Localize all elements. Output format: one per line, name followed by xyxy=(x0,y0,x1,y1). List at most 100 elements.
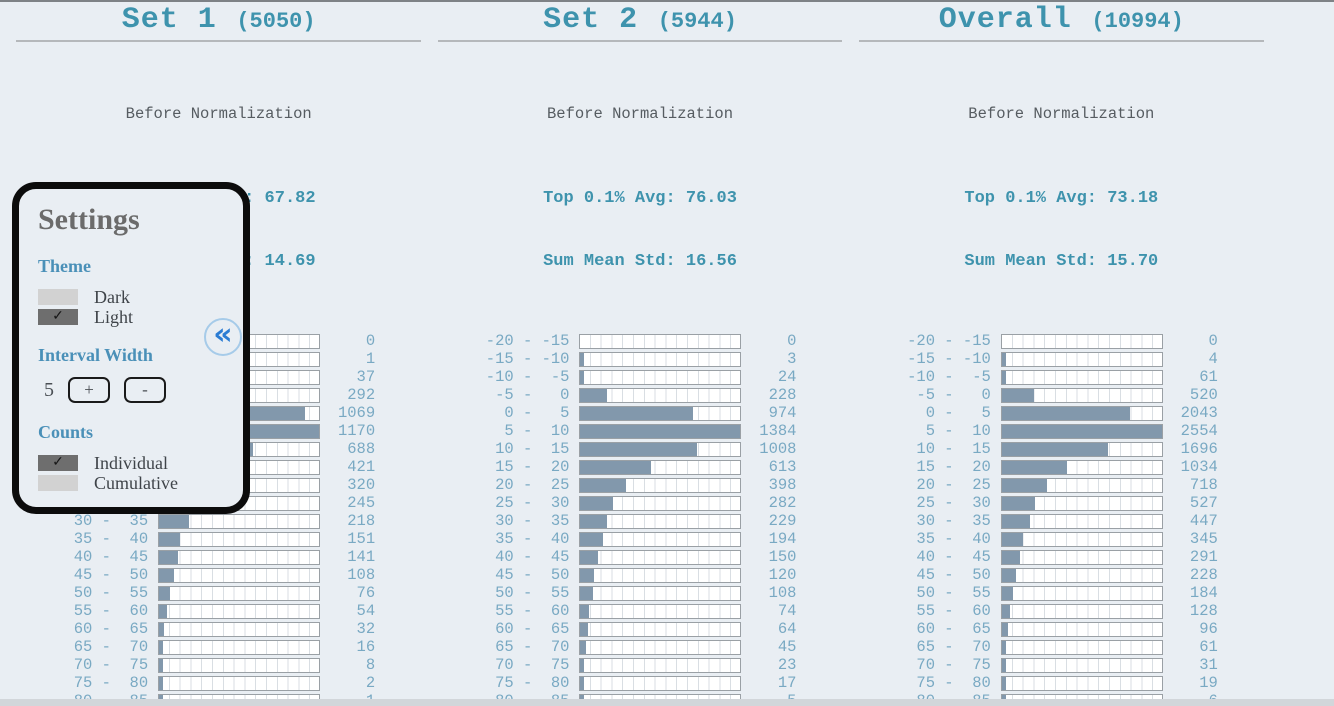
histogram-row: 20 - 25 398 xyxy=(483,476,796,494)
interval-count: 8 xyxy=(365,656,376,674)
interval-label: 15 - 20 xyxy=(485,458,570,476)
histogram-bar xyxy=(1001,586,1014,600)
histogram-row: -20 - -15 0 xyxy=(483,332,797,350)
interval-label: 70 - 75 xyxy=(64,656,149,674)
histogram-bar xyxy=(580,532,603,546)
interval-label: 50 - 55 xyxy=(907,584,991,602)
interval-count: 974 xyxy=(768,404,797,422)
histogram-track xyxy=(158,549,321,565)
histogram-track xyxy=(579,657,742,673)
histogram-bar xyxy=(580,424,741,438)
decrease-width-button[interactable]: - xyxy=(124,377,166,403)
histogram-row: 15 - 20 1034 xyxy=(905,458,1217,476)
interval-label: 30 - 35 xyxy=(64,512,149,530)
cumulative-checkbox[interactable] xyxy=(38,475,78,491)
histogram-bar xyxy=(159,532,180,546)
interval-count: 292 xyxy=(347,386,376,404)
histogram-bar xyxy=(159,676,164,690)
histogram-track xyxy=(1000,459,1163,475)
interval-count: 218 xyxy=(347,512,376,530)
interval-count: 1069 xyxy=(337,404,376,422)
interval-count: 54 xyxy=(356,602,376,620)
interval-label: 5 - 10 xyxy=(907,422,991,440)
column-total-count: (5050) xyxy=(236,9,316,34)
dark-checkbox[interactable] xyxy=(38,289,78,305)
interval-count: 345 xyxy=(1189,530,1218,548)
interval-count: 2 xyxy=(365,674,376,692)
interval-count: 1384 xyxy=(759,422,797,440)
interval-label: -5 - 0 xyxy=(907,386,991,404)
histogram-bar xyxy=(159,550,179,564)
option-row: ✓ Individual xyxy=(38,453,243,473)
interval-label: 10 - 15 xyxy=(907,440,991,458)
histogram-track xyxy=(158,585,321,601)
interval-label: 15 - 20 xyxy=(907,458,991,476)
histogram-bar xyxy=(580,370,585,384)
histogram-bar xyxy=(1001,352,1006,366)
histogram-track xyxy=(1000,603,1163,619)
column-total-count: (10994) xyxy=(1091,9,1184,34)
increase-width-button[interactable]: + xyxy=(68,377,110,403)
interval-count: 31 xyxy=(1199,656,1218,674)
interval-count: 23 xyxy=(777,656,797,674)
interval-label: 45 - 50 xyxy=(485,566,570,584)
interval-count: 45 xyxy=(777,638,797,656)
interval-count: 320 xyxy=(347,476,376,494)
column-title: Overall (10994) xyxy=(939,5,1184,38)
histogram-track xyxy=(1000,441,1163,457)
interval-count: 74 xyxy=(777,602,797,620)
light-checkbox[interactable]: ✓ xyxy=(38,309,78,325)
histogram-row: -10 - -5 61 xyxy=(905,368,1218,386)
interval-label: 50 - 55 xyxy=(64,584,149,602)
interval-label: 55 - 60 xyxy=(907,602,991,620)
histogram-track xyxy=(158,603,321,619)
option-row: ✓ Light xyxy=(38,307,243,327)
option-label: Cumulative xyxy=(94,472,178,493)
interval-label: -15 - -10 xyxy=(907,350,991,368)
histogram-track xyxy=(579,369,742,385)
histogram-track xyxy=(579,495,742,511)
histogram-row: 20 - 25 718 xyxy=(905,476,1217,494)
interval-count: 4 xyxy=(1208,350,1218,368)
histogram-bar xyxy=(1001,442,1109,456)
histogram-row: 75 - 80 19 xyxy=(905,674,1217,692)
histogram-row: -15 - -10 4 xyxy=(905,350,1218,368)
collapse-settings-button[interactable]: « xyxy=(204,318,242,356)
histogram-track xyxy=(158,639,321,655)
interval-count: 613 xyxy=(768,458,797,476)
histogram-row: 30 - 35 218 xyxy=(62,512,375,530)
histogram-bar xyxy=(1001,460,1067,474)
histogram-row: -20 - -15 0 xyxy=(905,332,1218,350)
histogram-track xyxy=(1000,567,1163,583)
column-title: Set 1 (5050) xyxy=(122,5,316,38)
counts-options: ✓ Individual Cumulative xyxy=(38,453,243,493)
interval-label: 75 - 80 xyxy=(485,674,570,692)
histogram-track xyxy=(579,675,742,691)
interval-count: 1 xyxy=(365,350,376,368)
histogram-bar xyxy=(1001,370,1006,384)
interval-label: -10 - -5 xyxy=(485,368,570,386)
histogram-track xyxy=(579,567,742,583)
stat-sum-mean-std: Sum Mean Std: 15.70 xyxy=(964,252,1159,271)
interval-count: 61 xyxy=(1199,638,1218,656)
histogram-row: 65 - 70 16 xyxy=(62,638,375,656)
interval-count: 37 xyxy=(356,368,376,386)
histogram-track xyxy=(1000,585,1163,601)
interval-label: 45 - 50 xyxy=(907,566,991,584)
histogram-bar xyxy=(1001,514,1030,528)
histogram-row: 50 - 55 184 xyxy=(905,584,1217,602)
interval-label: 35 - 40 xyxy=(907,530,991,548)
histogram-track xyxy=(1000,333,1163,349)
histogram-bar xyxy=(580,604,590,618)
interval-count: 228 xyxy=(768,386,797,404)
option-row: Dark xyxy=(38,287,243,307)
interval-count: 32 xyxy=(356,620,376,638)
histogram-track xyxy=(579,333,742,349)
interval-count: 1170 xyxy=(337,422,376,440)
histogram-track xyxy=(158,531,321,547)
histogram-track xyxy=(158,621,321,637)
column-title-text: Overall xyxy=(938,3,1072,37)
histogram-track xyxy=(158,513,321,529)
individual-checkbox[interactable]: ✓ xyxy=(38,455,78,471)
